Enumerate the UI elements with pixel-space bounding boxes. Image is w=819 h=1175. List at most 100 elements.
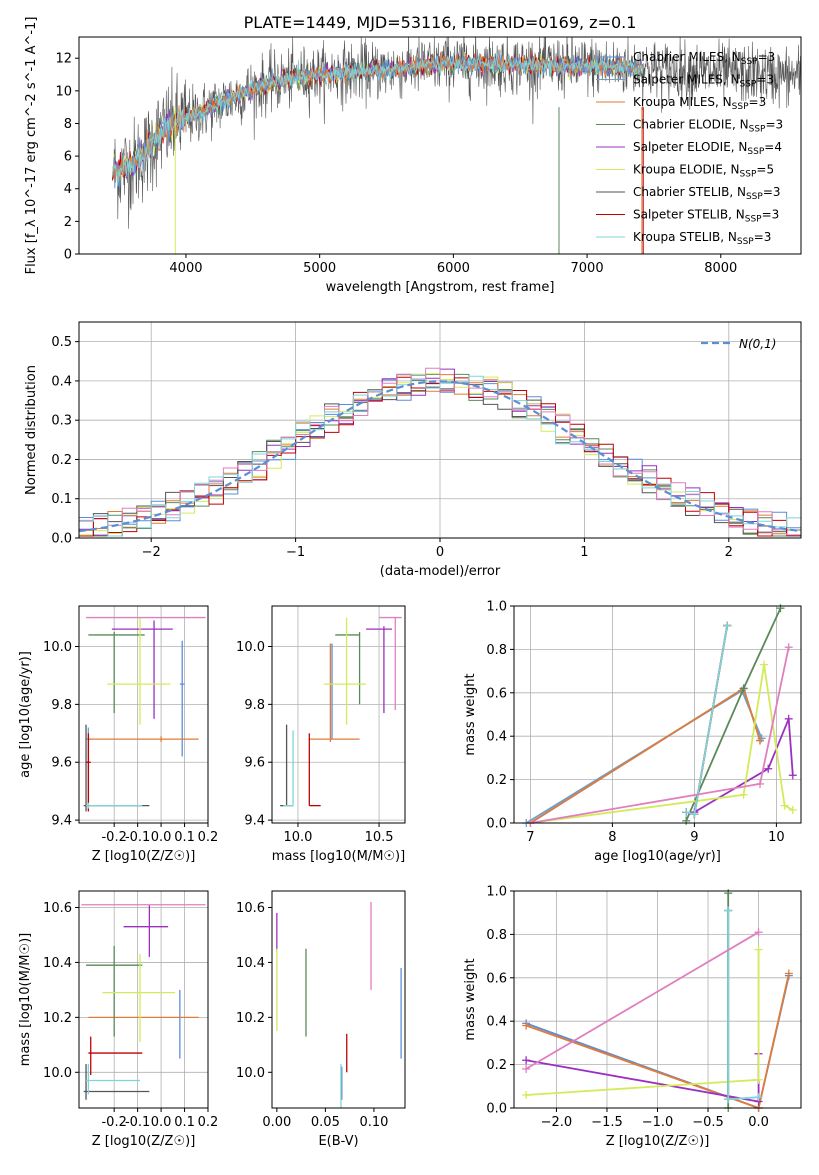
legend-entry: Salpeter MILES, NSSP=3 [633, 73, 774, 90]
x-tick-label: 0.0 [151, 1115, 172, 1130]
x-tick-label: 0.05 [311, 1115, 340, 1130]
y-tick-label: 0.0 [486, 1102, 507, 1117]
errorbar-point-8 [86, 1064, 140, 1095]
y-tick-label: 0.1 [51, 492, 72, 507]
y-tick-label: 0.6 [486, 686, 507, 701]
x-tick-label: −1 [286, 545, 305, 560]
legend-entry: Chabrier MILES, NSSP=3 [633, 50, 775, 67]
x-tick-label: 8 [608, 830, 616, 845]
weight-line-4 [693, 718, 794, 813]
x-tick-label: 0.0 [151, 830, 172, 845]
x-axis-label: age [log10(age/yr)] [594, 849, 721, 864]
errorbar-point-3 [335, 632, 361, 705]
x-tick-label: 0.1 [174, 1115, 195, 1130]
x-axis-label: Z [log10(Z/Z☉)] [92, 849, 196, 864]
x-tick-label: −1.5 [591, 1115, 623, 1130]
x-tick-label: -0.1 [125, 1115, 150, 1130]
errorbar-point-6 [280, 724, 294, 807]
axes-frame [78, 36, 802, 255]
y-tick-label: 10 [55, 84, 72, 99]
x-axis-label: wavelength [Angstrom, rest frame] [326, 280, 555, 295]
y-axis-label: mass [log10(M/M☉)] [18, 933, 33, 1066]
x-tick-label: −2.0 [541, 1115, 573, 1130]
errorbar-point-4 [123, 904, 169, 957]
x-tick-label: 0.2 [198, 1115, 219, 1130]
weight-line-5 [530, 664, 794, 823]
axes-frame [513, 890, 802, 1109]
errorbar-point-4 [366, 626, 393, 714]
x-axis-label: mass [log10(M/M☉)] [272, 849, 405, 864]
x-tick-label: 10 [768, 830, 785, 845]
y-tick-label: 10.0 [43, 1066, 72, 1081]
figure-title: PLATE=1449, MJD=53116, FIBERID=0169, z=0… [244, 13, 637, 32]
y-tick-label: 8 [64, 117, 72, 132]
legend-value: =3 [758, 50, 776, 64]
errorbar-point-4 [111, 620, 173, 719]
x-tick-label: 5000 [303, 261, 336, 276]
axes-frame [513, 605, 802, 824]
y-tick-label: 2 [64, 215, 72, 230]
legend-value: =3 [749, 95, 767, 109]
panel-weight_vs_age: 7 8 9 10 0.0 0.2 0.4 0.6 0.8 1.0 age [log10(age/yr… [463, 600, 802, 864]
errorbar-point-7 [86, 733, 91, 812]
legend-subscript: SSP [746, 192, 763, 202]
x-tick-label: 7000 [571, 261, 604, 276]
panel-age_vs_z: -0.2-0.1 0.0 0.1 0.2 9.4 9.6 9.8 10.0 Z [log10(Z… [18, 605, 218, 864]
x-axis-label: Z [log10(Z/Z☉)] [606, 1134, 710, 1149]
x-tick-label: −1.0 [642, 1115, 674, 1130]
spectrum-line-8 [112, 52, 644, 187]
errorbar-point-0 [179, 640, 185, 757]
x-tick-label: 10.5 [365, 830, 394, 845]
histogram-8 [79, 375, 801, 538]
y-tick-label: 10.6 [43, 901, 72, 916]
errorbar-point-5 [323, 617, 367, 725]
y-tick-label: 9.4 [244, 814, 265, 829]
x-axis-label: (data-model)/error [380, 564, 501, 579]
legend-subscript: SSP [741, 57, 758, 67]
x-tick-label: −0.5 [692, 1115, 724, 1130]
y-tick-label: 10.0 [43, 640, 72, 655]
weight-line-2 [525, 973, 790, 1108]
x-tick-label: 0.10 [359, 1115, 388, 1130]
y-tick-label: 9.4 [51, 814, 72, 829]
legend-value: =3 [762, 208, 780, 222]
legend-subscript: SSP [749, 125, 766, 135]
y-tick-label: 0.4 [51, 374, 72, 389]
x-tick-label: 8000 [704, 261, 737, 276]
legend-subscript: SSP [740, 80, 757, 90]
axes-frame [271, 605, 406, 824]
legend-subscript: SSP [747, 147, 764, 157]
y-tick-label: 10.4 [236, 956, 265, 971]
x-axis-label: E(B-V) [318, 1134, 358, 1149]
errorbar-point-2 [88, 736, 199, 742]
y-tick-label: 0.0 [51, 532, 72, 547]
x-axis-label: Z [log10(Z/Z☉)] [92, 1134, 196, 1149]
panel-weight_vs_z: −2.0 −1.5 −1.0 −0.5 0.0 0.0 0.2 0.4 0.6 0.8 1.0 Z [… [463, 885, 802, 1149]
spectrum-line-1 [112, 54, 644, 178]
y-tick-label: 10.6 [236, 901, 265, 916]
legend-subscript: SSP [740, 170, 757, 180]
legend-value: =3 [763, 185, 781, 199]
y-tick-label: 1.0 [486, 885, 507, 900]
y-tick-label: 10.2 [43, 1011, 72, 1026]
y-tick-label: 0.4 [486, 730, 507, 745]
x-tick-label: 2 [725, 545, 733, 560]
reference-gaussian [79, 380, 801, 533]
y-tick-label: 10.0 [236, 1066, 265, 1081]
weight-line-4 [525, 1053, 760, 1103]
y-tick-label: 4 [64, 182, 72, 197]
x-tick-label: 7 [526, 830, 534, 845]
axes-frame [78, 605, 209, 824]
x-tick-label: 1 [580, 545, 588, 560]
errorbar-point-3 [86, 945, 143, 1037]
errorbar-point-2 [309, 643, 360, 742]
legend-value: =4 [764, 140, 782, 154]
y-tick-label: 0.3 [51, 414, 72, 429]
legend-entry: Salpeter ELODIE, NSSP=4 [633, 140, 782, 157]
y-axis-label: age [log10(age/yr)] [18, 651, 33, 778]
spectrum-legend: Chabrier MILES, NSSP=3 Salpeter MILES, NS… [596, 50, 783, 247]
legend-entry: Kroupa STELIB, NSSP=3 [633, 230, 771, 247]
y-tick-label: 10.4 [43, 956, 72, 971]
